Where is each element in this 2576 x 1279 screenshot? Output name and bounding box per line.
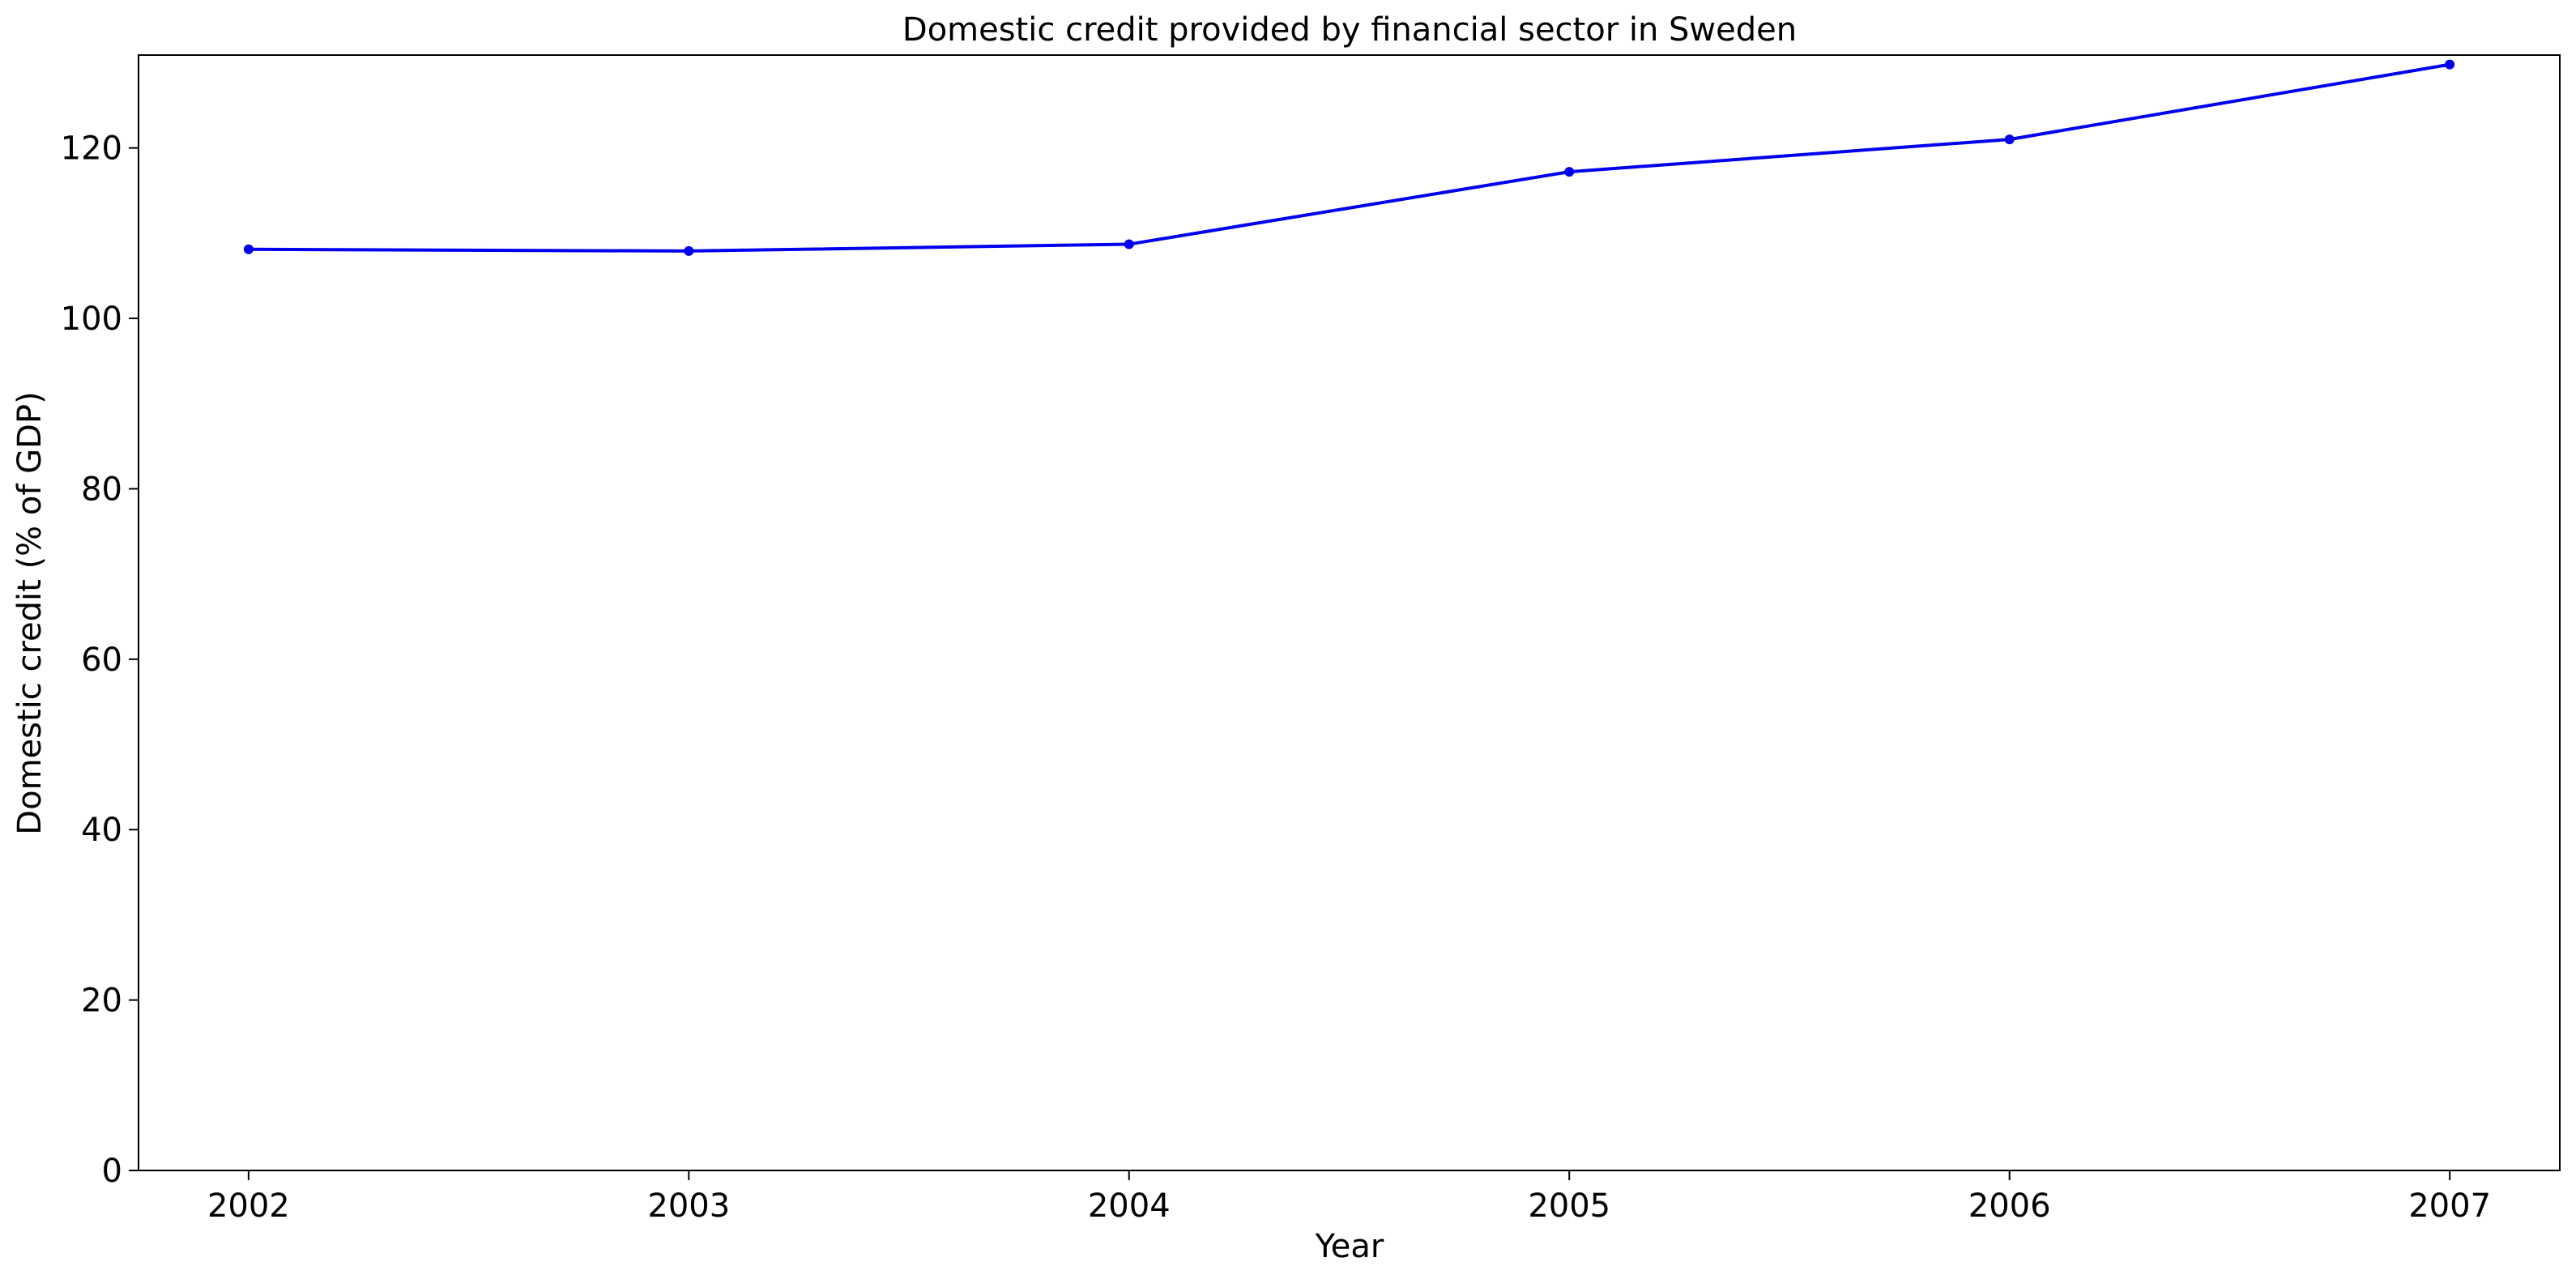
y-tick-label: 100: [61, 301, 122, 338]
series-layer: [243, 59, 2455, 256]
x-axis-label: Year: [1315, 1228, 1384, 1265]
y-tick-label: 80: [81, 471, 122, 508]
y-tick-label: 0: [102, 1153, 122, 1190]
y-axis-label: Domestic credit (% of GDP): [11, 391, 49, 834]
data-point: [2445, 59, 2455, 70]
x-tick-label: 2006: [1968, 1187, 2051, 1225]
x-tick-label: 2007: [2408, 1187, 2491, 1225]
x-tick-label: 2002: [207, 1187, 290, 1225]
x-tick-label: 2003: [647, 1187, 730, 1225]
y-axis-ticks: 0 20 40 60 80 100 120: [61, 130, 139, 1190]
chart-title: Domestic credit provided by financial se…: [902, 11, 1797, 49]
data-point: [2004, 134, 2015, 145]
data-point: [243, 244, 254, 254]
x-axis-ticks: 2002 2003 2004 2005 2006 2007: [207, 1170, 2491, 1225]
series-line: [246, 62, 2452, 253]
data-point: [1124, 239, 1134, 249]
x-tick-label: 2005: [1528, 1187, 1610, 1225]
y-tick-label: 40: [81, 812, 122, 849]
data-point: [684, 245, 694, 256]
data-point: [1564, 167, 1575, 177]
x-tick-label: 2004: [1088, 1187, 1171, 1225]
plot-frame: [138, 54, 2561, 1171]
y-tick-label: 120: [61, 130, 122, 168]
y-tick-label: 60: [81, 642, 122, 679]
y-tick-label: 20: [81, 983, 122, 1020]
